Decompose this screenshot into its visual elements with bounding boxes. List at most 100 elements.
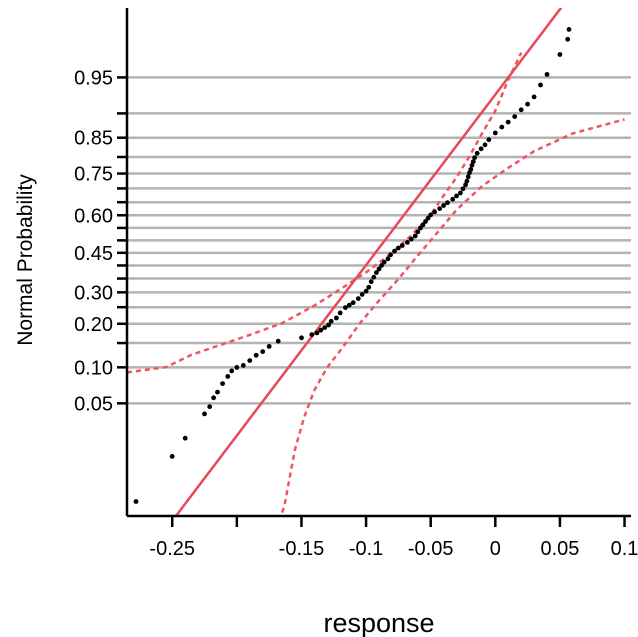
fit-line (174, 8, 563, 516)
data-point (465, 174, 471, 180)
data-point (366, 284, 372, 290)
grid-lines (127, 76, 631, 405)
data-point (363, 288, 369, 294)
data-point (441, 203, 446, 208)
data-point (463, 182, 468, 188)
data-point (470, 159, 476, 165)
data-point (229, 368, 235, 374)
x-tick-label: 0 (490, 538, 501, 560)
data-point (253, 352, 259, 358)
data-point (247, 358, 253, 363)
data-point (512, 114, 518, 119)
data-point (240, 363, 246, 368)
data-point (425, 215, 431, 221)
y-axis-ticks: 0.05 0.10 0.20 0.30 0.45 0.60 0.75 0.85 0.95 (74, 67, 127, 415)
data-point (531, 94, 537, 100)
data-point (376, 266, 382, 272)
data-point (392, 248, 397, 254)
data-point (482, 142, 488, 148)
data-point (450, 196, 456, 202)
data-point (474, 150, 480, 156)
data-point (518, 107, 524, 113)
data-point (355, 296, 361, 301)
data-point (525, 101, 530, 107)
data-point (169, 454, 175, 459)
y-tick-label: 0.95 (74, 67, 113, 89)
data-point (420, 222, 426, 228)
data-point (234, 365, 240, 370)
data-point (260, 349, 266, 354)
data-point (469, 162, 475, 168)
data-point (505, 119, 511, 125)
data-point (478, 146, 484, 152)
data-point (385, 256, 391, 262)
data-point (486, 137, 492, 143)
x-axis-title: response (323, 608, 434, 637)
data-point (299, 335, 304, 341)
y-tick-label: 0.20 (74, 314, 113, 336)
data-point (371, 274, 377, 280)
data-point (215, 389, 220, 395)
data-point (322, 325, 328, 330)
x-tick-label: -0.15 (279, 538, 325, 560)
data-point (492, 130, 498, 136)
data-point (346, 302, 352, 308)
y-tick-label: 0.30 (74, 282, 113, 304)
data-point (557, 52, 563, 57)
confidence-band (127, 52, 625, 513)
data-point (565, 36, 571, 42)
data-point (359, 292, 365, 297)
data-point (428, 212, 434, 218)
data-point (458, 190, 463, 196)
x-tick-label: -0.25 (149, 538, 195, 560)
data-point (314, 330, 320, 336)
data-point (454, 193, 459, 199)
data-point (220, 381, 226, 386)
data-point (211, 395, 217, 401)
data-point (399, 243, 405, 248)
data-point (374, 270, 379, 275)
x-tick-label: 0.1 (611, 538, 638, 560)
data-point (405, 240, 410, 245)
data-point (343, 305, 348, 310)
x-tick-label: -0.1 (349, 538, 383, 560)
data-point (566, 27, 572, 32)
confidence-band-lower (280, 118, 625, 513)
data-point (379, 263, 384, 268)
data-point (396, 245, 401, 251)
confidence-band-upper (127, 52, 523, 374)
data-point (381, 259, 387, 265)
y-tick-label: 0.75 (74, 164, 113, 186)
y-axis-title: Normal Probability (14, 174, 37, 346)
data-point (460, 186, 466, 192)
data-point (328, 318, 334, 324)
data-point (472, 155, 477, 161)
data-point (464, 178, 470, 184)
fit-line-path (174, 8, 563, 516)
data-point (437, 206, 443, 212)
data-point (468, 167, 474, 172)
data-point (326, 322, 331, 328)
data-point (544, 72, 550, 77)
data-point (445, 200, 450, 206)
data-point (350, 300, 356, 306)
data-point (432, 209, 437, 215)
x-axis-ticks: -0.25 -0.15 -0.1 -0.05 0 0.05 0.1 (149, 516, 638, 560)
y-tick-label: 0.05 (74, 393, 113, 415)
data-points (133, 27, 572, 504)
data-point (538, 82, 543, 88)
data-point (408, 236, 414, 242)
y-tick-label: 0.10 (74, 357, 113, 379)
data-point (309, 332, 315, 337)
data-point (266, 344, 272, 349)
data-point (415, 229, 421, 235)
data-point (423, 219, 428, 224)
data-point (499, 124, 505, 130)
data-point (133, 499, 139, 504)
data-point (225, 374, 231, 379)
data-point (318, 327, 324, 333)
data-point (337, 310, 343, 316)
data-point (275, 338, 281, 344)
y-tick-label: 0.45 (74, 243, 113, 265)
